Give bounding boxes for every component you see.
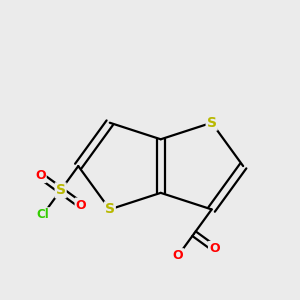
Text: O: O: [35, 169, 46, 182]
Text: O: O: [76, 199, 86, 212]
Text: Cl: Cl: [37, 208, 50, 221]
Text: O: O: [209, 242, 220, 255]
Text: S: S: [56, 183, 66, 197]
Text: S: S: [105, 202, 115, 216]
Text: O: O: [173, 249, 183, 262]
Text: S: S: [207, 116, 217, 130]
